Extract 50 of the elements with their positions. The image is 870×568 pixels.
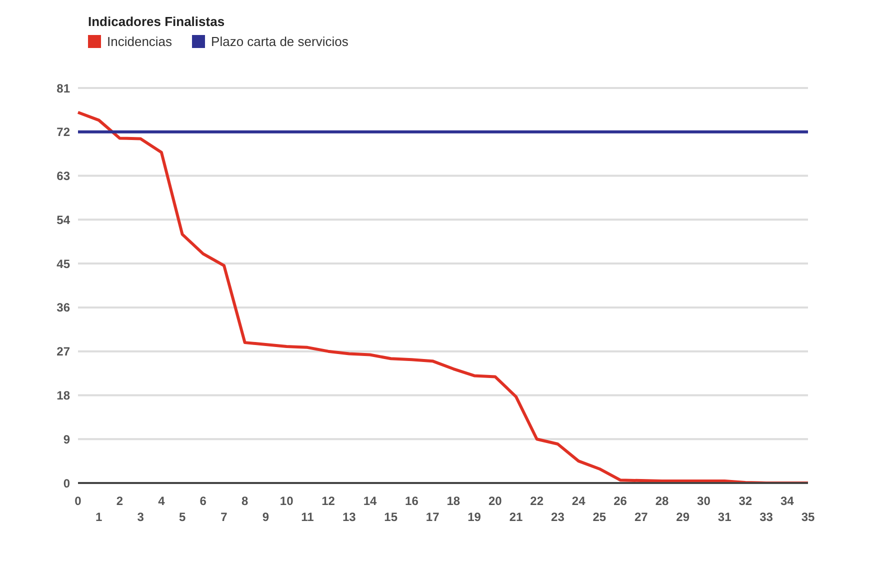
x-tick-label: 32: [738, 494, 752, 508]
x-tick-label: 1: [96, 510, 103, 524]
x-tick-label: 29: [676, 510, 690, 524]
y-tick-label: 36: [56, 300, 70, 315]
y-tick-label: 27: [56, 344, 70, 359]
x-tick-label: 21: [509, 510, 523, 524]
y-tick-label: 72: [56, 125, 70, 140]
x-tick-label: 33: [760, 510, 774, 524]
x-tick-label: 4: [158, 494, 166, 508]
x-tick-label: 23: [551, 510, 565, 524]
x-tick-label: 17: [426, 510, 440, 524]
x-tick-label: 10: [280, 494, 294, 508]
x-tick-label: 28: [655, 494, 669, 508]
x-tick-label: 14: [363, 494, 377, 508]
chart-title: Indicadores Finalistas: [88, 14, 225, 29]
x-tick-label: 11: [301, 510, 314, 524]
y-tick-label: 63: [56, 169, 70, 184]
x-tick-label: 22: [530, 494, 544, 508]
x-tick-label: 24: [572, 494, 586, 508]
x-tick-label: 16: [405, 494, 419, 508]
y-tick-label: 9: [63, 432, 70, 446]
x-tick-label: 12: [322, 494, 336, 508]
y-tick-label: 54: [56, 212, 70, 227]
x-tick-label: 18: [446, 494, 460, 508]
legend-label: Plazo carta de servicios: [211, 34, 348, 49]
x-tick-label: 8: [242, 494, 249, 508]
x-tick-label: 19: [468, 510, 482, 524]
y-tick-label: 81: [56, 81, 70, 96]
x-tick-label: 20: [488, 494, 502, 508]
x-tick-label: 25: [592, 510, 606, 524]
y-tick-label: 18: [56, 388, 70, 402]
x-tick-label: 5: [178, 510, 186, 524]
x-tick-label: 13: [342, 510, 356, 524]
x-tick-label: 31: [718, 510, 732, 524]
y-tick-label: 0: [63, 476, 70, 490]
x-tick-label: 3: [137, 510, 144, 524]
x-tick-label: 34: [780, 494, 794, 508]
x-tick-label: 30: [697, 494, 711, 508]
x-tick-label: 9: [262, 510, 270, 524]
line-series: [76, 110, 810, 483]
x-tick-label: 35: [801, 510, 815, 524]
x-tick-label: 7: [220, 510, 228, 524]
x-tick-label: 2: [116, 494, 124, 508]
x-tick-label: 15: [384, 510, 398, 524]
y-tick-label: 45: [56, 256, 70, 271]
x-tick-label: 0: [74, 494, 82, 508]
x-tick-label: 6: [200, 494, 207, 508]
x-tick-label: 27: [634, 510, 648, 524]
legend-label: Incidencias: [107, 34, 172, 49]
x-tick-label: 26: [614, 494, 628, 508]
